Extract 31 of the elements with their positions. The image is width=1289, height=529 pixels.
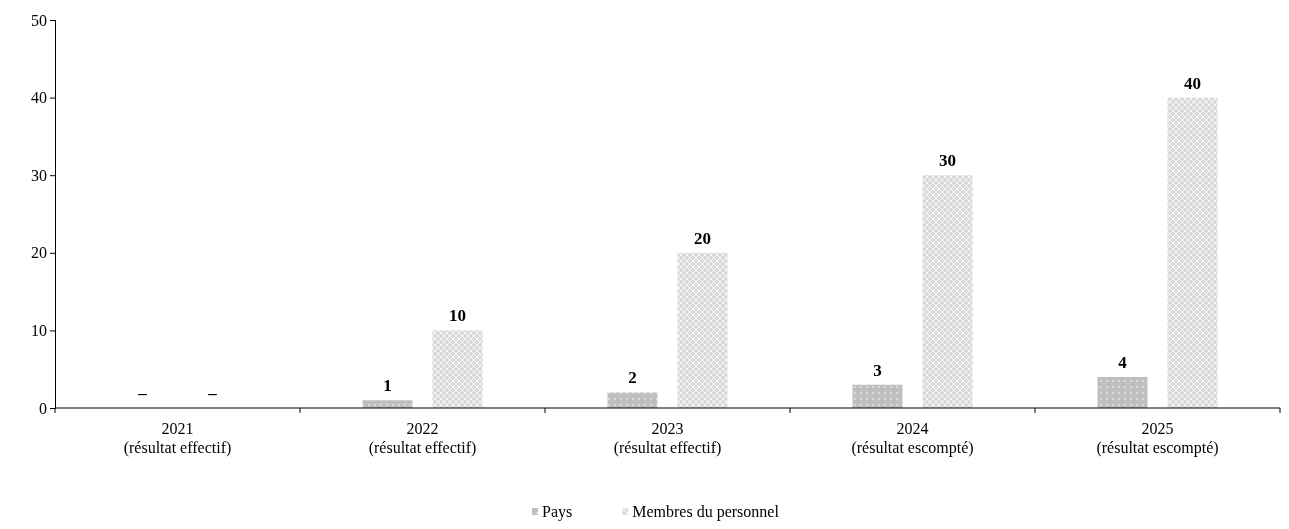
x-tick-label: 2021 (résultat effectif) <box>123 420 232 457</box>
bar <box>432 330 483 408</box>
data-label: 1 <box>383 376 392 396</box>
data-label: 2 <box>628 368 637 388</box>
text: – <box>208 384 217 403</box>
data-label: 20 <box>694 228 711 248</box>
y-tick-label: 10 <box>31 322 47 340</box>
bar <box>362 400 413 408</box>
x-tick-label: 2023 (résultat effectif) <box>613 420 722 457</box>
bar <box>1167 97 1218 408</box>
y-tick-label: 0 <box>39 399 47 417</box>
data-label: 40 <box>1184 73 1201 93</box>
bar <box>607 392 658 408</box>
y-tick-label: 30 <box>31 166 47 184</box>
bar <box>852 384 903 408</box>
legend-label: Pays <box>542 503 573 521</box>
y-tick-label: 50 <box>31 11 47 29</box>
bar <box>922 175 973 408</box>
x-tick-label: 2024 (résultat escompté) <box>851 420 974 457</box>
x-tick-label: 2025 (résultat escompté) <box>1096 420 1219 457</box>
bar <box>677 252 728 408</box>
data-label: 30 <box>939 151 956 171</box>
data-label: 3 <box>873 360 882 380</box>
data-label: 4 <box>1118 352 1128 372</box>
text: – <box>138 384 147 403</box>
x-tick-label: 2022 (résultat effectif) <box>368 420 477 457</box>
y-tick-label: 40 <box>31 89 47 107</box>
bar <box>1097 376 1148 408</box>
y-tick-label: 20 <box>31 244 47 262</box>
legend-label: Membres du personnel <box>632 503 780 521</box>
data-label: 10 <box>449 306 466 326</box>
